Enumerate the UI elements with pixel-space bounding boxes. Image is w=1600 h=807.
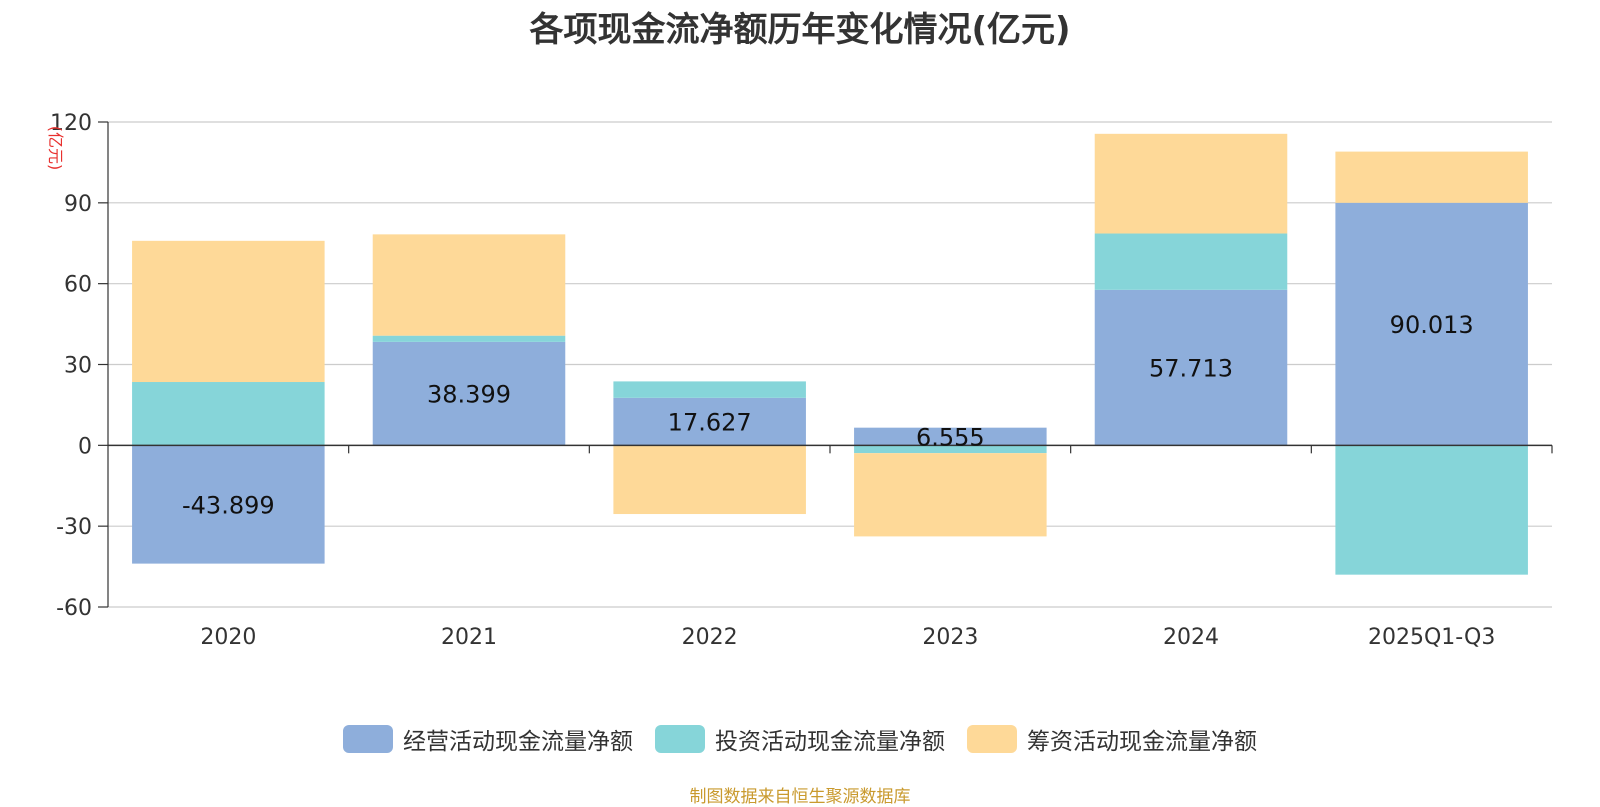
data-labels: -43.899 38.399 17.627 6.555 57.713 90.013 bbox=[182, 311, 1474, 519]
x-category-label: 2025Q1-Q3 bbox=[1368, 625, 1495, 650]
bar-segment bbox=[1335, 202, 1528, 446]
bar-segment bbox=[132, 240, 325, 383]
gridlines bbox=[108, 121, 1552, 608]
bar-segment bbox=[613, 445, 806, 515]
data-label: 57.713 bbox=[1149, 355, 1233, 383]
legend-label: 筹资活动现金流量净额 bbox=[1027, 729, 1257, 755]
bar-segment bbox=[1094, 289, 1288, 446]
bar-segment bbox=[372, 341, 566, 446]
bar-segment bbox=[854, 453, 1047, 537]
y-tick-label: 120 bbox=[50, 111, 92, 136]
chart-title: 各项现金流净额历年变化情况(亿元) bbox=[529, 10, 1071, 50]
chart-canvas: 120 90 60 30 0 -30 -60 2020 2021 2022 2023 2024 2025… bbox=[46, 111, 1553, 650]
data-label: 38.399 bbox=[427, 381, 511, 409]
legend-swatch bbox=[343, 725, 393, 753]
bar-segment bbox=[372, 335, 566, 342]
y-tick-label: -60 bbox=[56, 596, 92, 621]
bar-segment bbox=[613, 381, 806, 398]
data-label: 6.555 bbox=[916, 424, 985, 452]
bar-segment bbox=[1335, 151, 1528, 203]
y-tick-label: -30 bbox=[56, 515, 92, 540]
bar-segment bbox=[1094, 233, 1288, 290]
bars bbox=[132, 133, 1528, 575]
data-label: 90.013 bbox=[1390, 311, 1474, 339]
bar-segment bbox=[132, 382, 325, 446]
y-tick-label: 60 bbox=[64, 273, 92, 298]
x-category-label: 2024 bbox=[1163, 625, 1219, 650]
legend-swatch bbox=[655, 725, 705, 753]
x-category-label: 2022 bbox=[682, 625, 738, 650]
legend-label: 投资活动现金流量净额 bbox=[715, 729, 945, 755]
legend: 经营活动现金流量净额 投资活动现金流量净额 筹资活动现金流量净额 bbox=[0, 722, 1600, 756]
bar-segment bbox=[854, 445, 1047, 454]
source-note: 制图数据来自恒生聚源数据库 bbox=[689, 787, 911, 807]
bar-segment bbox=[372, 234, 566, 336]
legend-item[interactable]: 经营活动现金流量净额 bbox=[343, 722, 633, 756]
x-category-label: 2023 bbox=[922, 625, 978, 650]
bar-segment bbox=[1335, 445, 1528, 575]
bar-segment bbox=[613, 397, 806, 446]
y-axis-unit-label: (亿元) bbox=[46, 126, 65, 171]
bar-segment bbox=[1094, 133, 1288, 234]
y-tick-label: 90 bbox=[64, 192, 92, 217]
legend-item[interactable]: 投资活动现金流量净额 bbox=[655, 722, 945, 756]
y-tick-label: 0 bbox=[78, 434, 92, 459]
bar-segment bbox=[132, 445, 325, 564]
legend-swatch bbox=[967, 725, 1017, 753]
data-label: 17.627 bbox=[668, 409, 752, 437]
x-category-label: 2021 bbox=[441, 625, 497, 650]
bar-segment bbox=[854, 427, 1047, 446]
data-label: -43.899 bbox=[182, 491, 275, 519]
legend-label: 经营活动现金流量净额 bbox=[403, 729, 633, 755]
y-tick-label: 30 bbox=[64, 354, 92, 379]
axes: 120 90 60 30 0 -30 -60 2020 2021 2022 2023 2024 2025… bbox=[50, 111, 1553, 650]
legend-item[interactable]: 筹资活动现金流量净额 bbox=[967, 722, 1257, 756]
x-category-label: 2020 bbox=[200, 625, 256, 650]
